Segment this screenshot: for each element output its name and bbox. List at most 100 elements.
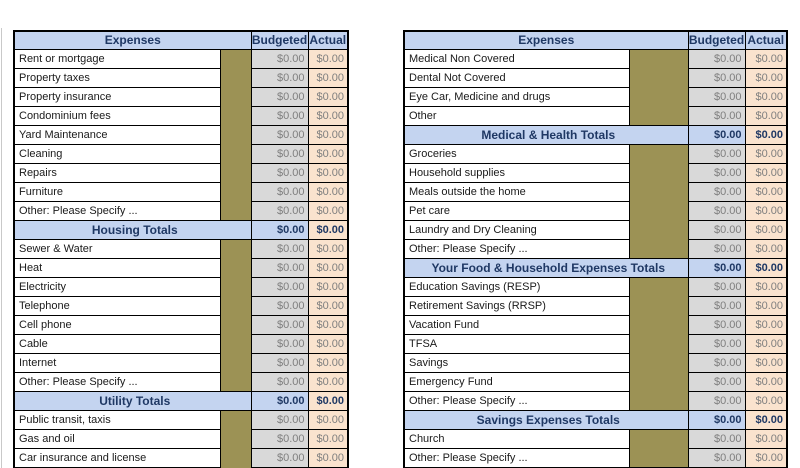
actual-cell[interactable]: $0.00 [307,87,349,107]
budgeted-cell[interactable]: $0.00 [687,372,746,392]
actual-cell[interactable]: $0.00 [744,201,788,221]
budgeted-cell[interactable]: $0.00 [250,239,309,259]
expense-label-cell[interactable]: Other: Please Specify ... [403,391,630,411]
spacer-cell[interactable] [219,144,252,164]
spacer-cell[interactable] [219,334,252,354]
budgeted-cell[interactable]: $0.00 [250,125,309,145]
actual-cell[interactable]: $0.00 [744,448,788,468]
spacer-cell[interactable] [219,410,252,430]
expense-label-cell[interactable]: Property taxes [13,68,221,88]
budgeted-header-cell[interactable]: Budgeted [687,30,746,50]
spacer-cell[interactable] [219,182,252,202]
budgeted-cell[interactable]: $0.00 [250,163,309,183]
budgeted-cell[interactable]: $0.00 [250,49,309,69]
actual-cell[interactable]: $0.00 [744,334,788,354]
actual-cell[interactable]: $0.00 [307,429,349,449]
spacer-cell[interactable] [628,163,689,183]
expense-label-cell[interactable]: Property insurance [13,87,221,107]
totals-label-cell[interactable]: Housing Totals [13,220,252,240]
totals-label-cell[interactable]: Medical & Health Totals [403,125,689,145]
spacer-cell[interactable] [628,182,689,202]
expense-label-cell[interactable]: Sewer & Water [13,239,221,259]
spacer-cell[interactable] [219,49,252,69]
actual-cell[interactable]: $0.00 [744,429,788,449]
expenses-header-cell[interactable]: Expenses [403,30,689,50]
spacer-cell[interactable] [219,448,252,468]
budgeted-cell[interactable]: $0.00 [687,315,746,335]
expense-label-cell[interactable]: Other: Please Specify ... [403,448,630,468]
budgeted-cell[interactable]: $0.00 [687,448,746,468]
budgeted-cell[interactable]: $0.00 [687,68,746,88]
budgeted-cell[interactable]: $0.00 [687,49,746,69]
actual-cell[interactable]: $0.00 [744,106,788,126]
spacer-cell[interactable] [628,277,689,297]
budgeted-cell[interactable]: $0.00 [687,334,746,354]
expense-label-cell[interactable]: Meals outside the home [403,182,630,202]
expense-label-cell[interactable]: Vacation Fund [403,315,630,335]
budgeted-cell[interactable]: $0.00 [250,220,309,240]
budgeted-cell[interactable]: $0.00 [250,201,309,221]
expense-label-cell[interactable]: Dental Not Covered [403,68,630,88]
expense-label-cell[interactable]: Cable [13,334,221,354]
actual-header-cell[interactable]: Actual [307,30,349,50]
budgeted-cell[interactable]: $0.00 [250,334,309,354]
budgeted-cell[interactable]: $0.00 [250,353,309,373]
actual-cell[interactable]: $0.00 [307,201,349,221]
spacer-cell[interactable] [628,353,689,373]
budgeted-cell[interactable]: $0.00 [687,201,746,221]
actual-cell[interactable]: $0.00 [744,68,788,88]
spacer-cell[interactable] [219,315,252,335]
actual-cell[interactable]: $0.00 [744,220,788,240]
spacer-cell[interactable] [219,277,252,297]
expense-label-cell[interactable]: Emergency Fund [403,372,630,392]
expense-label-cell[interactable]: Retirement Savings (RRSP) [403,296,630,316]
actual-cell[interactable]: $0.00 [307,353,349,373]
spacer-cell[interactable] [219,125,252,145]
expense-label-cell[interactable]: Church [403,429,630,449]
spacer-cell[interactable] [628,87,689,107]
actual-cell[interactable]: $0.00 [307,144,349,164]
spacer-cell[interactable] [219,201,252,221]
expense-label-cell[interactable]: Cleaning [13,144,221,164]
actual-cell[interactable]: $0.00 [307,372,349,392]
budgeted-cell[interactable]: $0.00 [250,106,309,126]
actual-cell[interactable]: $0.00 [307,410,349,430]
budgeted-cell[interactable]: $0.00 [250,448,309,468]
actual-cell[interactable]: $0.00 [307,220,349,240]
spacer-cell[interactable] [219,429,252,449]
actual-cell[interactable]: $0.00 [744,49,788,69]
actual-cell[interactable]: $0.00 [307,182,349,202]
spacer-cell[interactable] [219,87,252,107]
spacer-cell[interactable] [219,106,252,126]
actual-cell[interactable]: $0.00 [744,315,788,335]
budgeted-cell[interactable]: $0.00 [687,87,746,107]
actual-cell[interactable]: $0.00 [744,410,788,430]
expense-label-cell[interactable]: TFSA [403,334,630,354]
spacer-cell[interactable] [628,296,689,316]
spacer-cell[interactable] [628,372,689,392]
budgeted-cell[interactable]: $0.00 [687,106,746,126]
spacer-cell[interactable] [628,106,689,126]
expense-label-cell[interactable]: Telephone [13,296,221,316]
expense-label-cell[interactable]: Repairs [13,163,221,183]
budgeted-cell[interactable]: $0.00 [250,315,309,335]
expense-label-cell[interactable]: Heat [13,258,221,278]
expense-label-cell[interactable]: Medical Non Covered [403,49,630,69]
actual-cell[interactable]: $0.00 [307,258,349,278]
expense-label-cell[interactable]: Yard Maintenance [13,125,221,145]
spacer-cell[interactable] [628,68,689,88]
actual-cell[interactable]: $0.00 [744,163,788,183]
totals-label-cell[interactable]: Savings Expenses Totals [403,410,689,430]
budgeted-cell[interactable]: $0.00 [687,258,746,278]
actual-cell[interactable]: $0.00 [744,125,788,145]
expense-label-cell[interactable]: Furniture [13,182,221,202]
spacer-cell[interactable] [219,258,252,278]
spacer-cell[interactable] [219,239,252,259]
expense-label-cell[interactable]: Education Savings (RESP) [403,277,630,297]
actual-cell[interactable]: $0.00 [307,334,349,354]
actual-cell[interactable]: $0.00 [744,182,788,202]
expense-label-cell[interactable]: Public transit, taxis [13,410,221,430]
expense-label-cell[interactable]: Rent or mortgage [13,49,221,69]
actual-cell[interactable]: $0.00 [307,125,349,145]
actual-cell[interactable]: $0.00 [744,353,788,373]
